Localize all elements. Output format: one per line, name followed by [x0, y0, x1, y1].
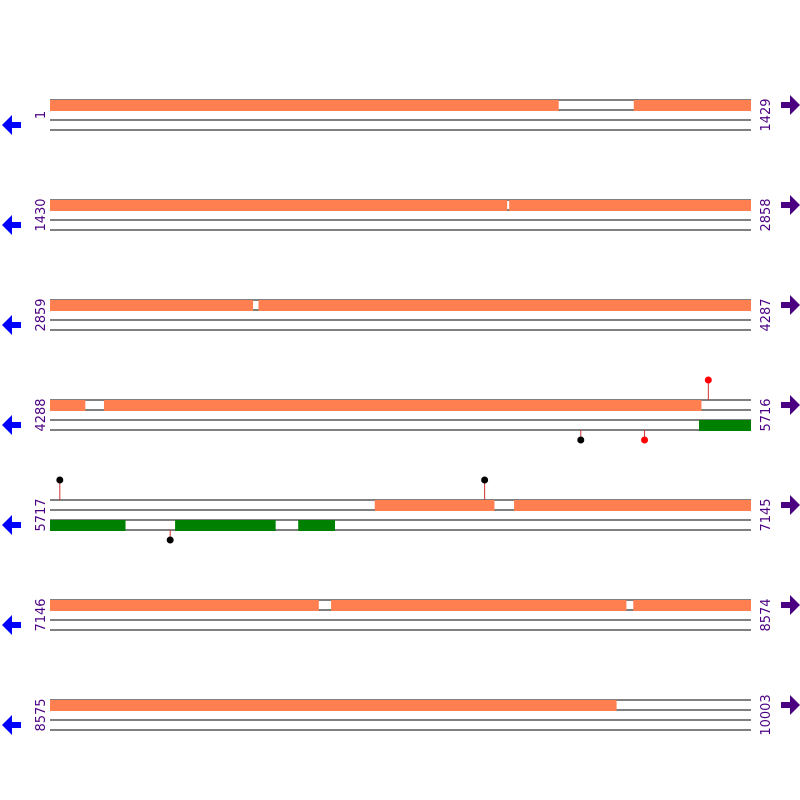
- end-position-label: 7145: [759, 498, 774, 531]
- track-row: 8575 10003: [2, 694, 800, 736]
- arrow-left-icon: [2, 515, 21, 535]
- arrow-right-icon: [781, 695, 800, 715]
- lower-feature-bar: [175, 520, 276, 531]
- lower-feature-bar: [50, 520, 126, 531]
- end-position-label: 5716: [759, 398, 774, 431]
- upper-feature-bar: [50, 700, 617, 711]
- marker-dot: [577, 436, 585, 444]
- upper-feature-bar: [633, 100, 751, 111]
- arrow-right-icon: [781, 495, 800, 515]
- arrow-right-icon: [781, 295, 800, 315]
- end-position-label: 10003: [759, 694, 774, 735]
- upper-feature-bar: [50, 600, 319, 611]
- arrow-left-icon: [2, 615, 21, 635]
- arrow-left-icon: [2, 315, 21, 335]
- arrow-right-icon: [781, 395, 800, 415]
- track-row: 1 1429: [2, 95, 800, 135]
- upper-feature-bar: [50, 400, 86, 411]
- start-position-label: 7146: [34, 598, 49, 631]
- lower-feature-bar: [298, 520, 336, 531]
- arrow-right-icon: [781, 95, 800, 115]
- lower-feature-bar: [699, 420, 751, 431]
- track-row: 2859 4287: [2, 295, 800, 335]
- track-row: 1430 2858: [2, 195, 800, 235]
- start-position-label: 1: [34, 111, 49, 119]
- start-position-label: 5717: [34, 498, 49, 531]
- end-position-label: 2858: [759, 198, 774, 231]
- upper-feature-bar: [258, 300, 751, 311]
- arrow-left-icon: [2, 715, 21, 735]
- end-position-label: 8574: [759, 598, 774, 631]
- start-position-label: 4288: [34, 398, 49, 431]
- upper-feature-bar: [103, 400, 702, 411]
- arrow-left-icon: [2, 215, 21, 235]
- upper-feature-bar: [509, 200, 751, 211]
- arrow-right-icon: [781, 595, 800, 615]
- start-position-label: 2859: [34, 298, 49, 331]
- upper-feature-bar: [50, 300, 254, 311]
- arrow-left-icon: [2, 115, 21, 135]
- upper-feature-bar: [50, 200, 508, 211]
- end-position-label: 4287: [759, 298, 774, 331]
- upper-feature-bar: [633, 600, 751, 611]
- marker-dot: [641, 436, 649, 444]
- track-row: 7146 8574: [2, 595, 800, 635]
- marker-dot: [704, 376, 712, 384]
- marker-dot: [481, 476, 489, 484]
- upper-feature-bar: [331, 600, 627, 611]
- end-position-label: 1429: [759, 98, 774, 131]
- upper-feature-bar: [514, 500, 751, 511]
- marker-dot: [56, 476, 64, 484]
- marker-dot: [166, 536, 174, 544]
- track-row: 4288 5716: [2, 376, 800, 444]
- track-row: 5717 7145: [2, 476, 800, 544]
- arrow-right-icon: [781, 195, 800, 215]
- start-position-label: 8575: [34, 698, 49, 731]
- arrow-left-icon: [2, 415, 21, 435]
- upper-feature-bar: [374, 500, 495, 511]
- upper-feature-bar: [50, 100, 559, 111]
- start-position-label: 1430: [34, 198, 49, 231]
